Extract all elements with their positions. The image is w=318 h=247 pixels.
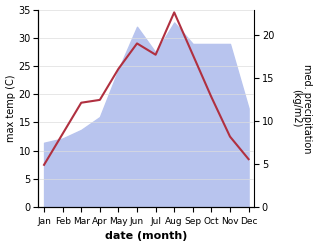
Y-axis label: med. precipitation
(kg/m2): med. precipitation (kg/m2) [291, 64, 313, 153]
X-axis label: date (month): date (month) [105, 231, 188, 242]
Y-axis label: max temp (C): max temp (C) [5, 75, 16, 142]
